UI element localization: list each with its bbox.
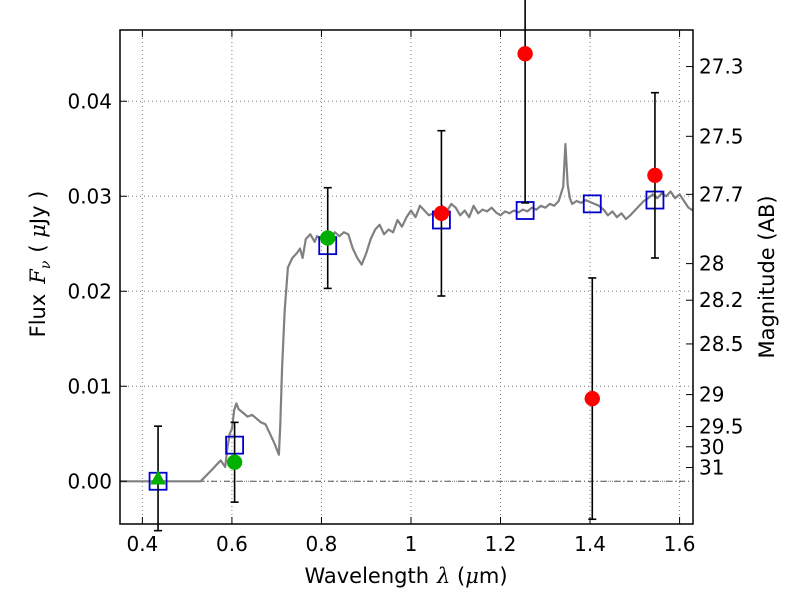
observation-point [647, 167, 663, 184]
x-axis-label: Wavelength λ (μm) [304, 564, 507, 588]
grid-layer [120, 30, 693, 524]
observation-layer [150, 0, 663, 532]
magnitude-tick-label: 31 [699, 456, 724, 480]
magnitude-tick-label: 28 [699, 252, 724, 276]
magnitude-tick-label: 27.3 [699, 55, 744, 79]
model-photometry-box [582, 194, 602, 214]
magnitude-tick-label: 30 [699, 435, 724, 459]
plot-frame [119, 29, 694, 525]
observation-triangle-marker [150, 470, 166, 485]
tick-layer: 0.4 0.6 0.8 1 1.2 1.4 1.6 0.00 0.01 0.02 0.03 0.04 2… [67, 30, 744, 556]
model-layer [120, 142, 694, 483]
magnitude-tick-label: 28.2 [699, 288, 744, 312]
observation-point [226, 454, 243, 470]
observation-point [584, 390, 601, 407]
x-tick-label: 0.4 [126, 532, 158, 556]
x-tick-label: 1 [405, 532, 418, 556]
model-photometry-layer [148, 190, 665, 491]
magnitude-tick-label: 28.5 [699, 332, 744, 356]
y-tick-label: 0.03 [67, 184, 112, 208]
x-tick-label: 0.6 [216, 532, 248, 556]
x-tick-label: 0.8 [306, 532, 338, 556]
magnitude-tick-label: 27.5 [699, 124, 744, 148]
observation-point [319, 230, 336, 246]
x-tick-label: 1.6 [664, 532, 696, 556]
y-tick-label: 0.02 [67, 279, 112, 303]
y-tick-label: 0.00 [67, 469, 112, 493]
magnitude-tick-label: 29.5 [699, 415, 744, 439]
x-tick-label: 1.4 [574, 532, 606, 556]
y-tick-label: 0.01 [67, 374, 112, 398]
magnitude-tick-label: 29 [699, 383, 724, 407]
observation-point [433, 205, 450, 222]
y-axis-label: FluxFν( μJy ) [26, 191, 54, 338]
model-spectrum-line [120, 142, 694, 483]
magnitude-tick-label: 27.7 [699, 182, 744, 206]
observation-point [517, 46, 533, 62]
y-tick-label: 0.04 [67, 89, 112, 113]
magnitude-axis-label: Magnitude (AB) [755, 195, 779, 358]
x-tick-label: 1.2 [485, 532, 517, 556]
